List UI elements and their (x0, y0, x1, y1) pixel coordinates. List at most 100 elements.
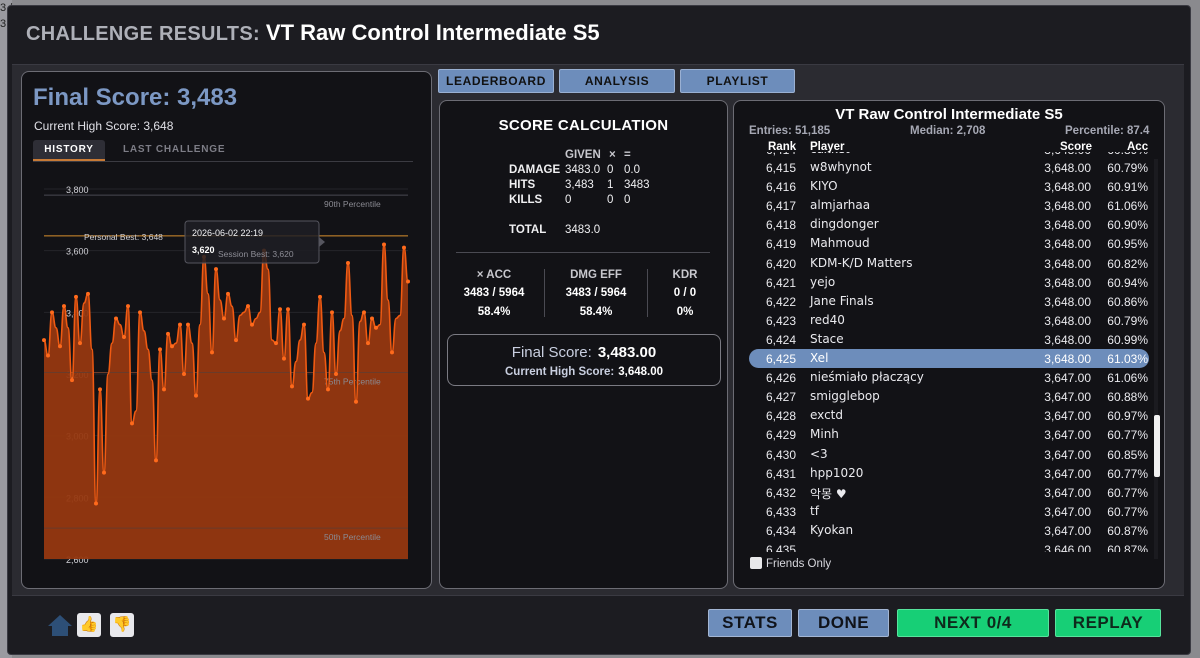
acc-ratio: 3483 / 5964 (463, 287, 525, 299)
player-cell: red40 (810, 312, 845, 327)
leaderboard-row[interactable]: 6,419 Mahmoud 3,648.00 60.95% (749, 234, 1149, 253)
chart-data-point (86, 291, 90, 296)
leaderboard-row[interactable]: 6,434 Kyokan 3,647.00 60.87% (749, 521, 1149, 540)
damage-result: 0.0 (624, 164, 640, 176)
leaderboard-scrollbar[interactable] (1154, 159, 1158, 559)
acc-cell: 60.90% (1107, 218, 1148, 233)
results-body: Final Score: 3,483 Current High Score: 3… (12, 64, 1184, 596)
dmg-eff-ratio: 3483 / 5964 (565, 287, 627, 299)
home-icon[interactable] (46, 612, 74, 638)
score-cell: 3,647.00 (1044, 447, 1091, 462)
hits-mult: 1 (607, 179, 614, 191)
chart-data-point (78, 341, 82, 346)
score-cell: 3,648.00 (1044, 218, 1091, 233)
friends-only-checkbox[interactable] (750, 557, 762, 569)
tab-history[interactable]: HISTORY (33, 140, 105, 161)
done-button[interactable]: DONE (798, 609, 889, 637)
chart-data-point (226, 291, 230, 296)
leaderboard-scroll-thumb[interactable] (1154, 415, 1160, 477)
player-cell: KIYO (810, 179, 838, 194)
rank-cell: 6,425 (766, 352, 797, 366)
score-cell: 3,648.00 (1044, 332, 1091, 347)
chart-data-point (114, 316, 118, 321)
col-score: Score (1060, 141, 1092, 153)
rank-cell: 6,417 (766, 199, 797, 214)
total-label: TOTAL (509, 224, 547, 236)
leaderboard-row[interactable]: 6,420 KDM-K/D Matters 3,648.00 60.82% (749, 254, 1149, 273)
current-high-score: Current High Score: 3,648 (34, 119, 174, 133)
leaderboard-row[interactable]: 6,414 caxket 3,648.00 60.89% (749, 152, 1149, 159)
leaderboard-row[interactable]: 6,422 Jane Finals 3,648.00 60.86% (749, 292, 1149, 311)
kdr-pct: 0% (676, 306, 694, 318)
leaderboard-row[interactable]: 6,421 yejo 3,648.00 60.94% (749, 273, 1149, 292)
score-calc-title: SCORE CALCULATION (498, 117, 669, 134)
leaderboard-tab-button[interactable]: LEADERBOARD (438, 69, 554, 93)
score-cell: 3,648.00 (1044, 152, 1091, 157)
leaderboard-row[interactable]: 6,433 tf 3,647.00 60.77% (749, 502, 1149, 521)
calc-divider (456, 252, 710, 253)
hits-label: HITS (509, 179, 536, 191)
final-score-label: Final Score: (511, 344, 592, 361)
friends-only-toggle[interactable]: Friends Only (750, 557, 831, 570)
leaderboard-row[interactable]: 6,426 nieśmiało płaczący 3,647.00 61.06% (749, 368, 1149, 387)
analysis-tab-button[interactable]: ANALYSIS (559, 69, 675, 93)
thumbs-down-icon[interactable]: 👎 (110, 613, 134, 637)
leaderboard-row[interactable]: 6,416 KIYO 3,648.00 60.91% (749, 177, 1149, 196)
leaderboard-row[interactable]: 6,432 악몽 ♥ 3,647.00 60.77% (749, 483, 1149, 502)
leaderboard-rows[interactable]: 6,414 caxket 3,648.00 60.89% 6,415 w8whynot 3,… (749, 152, 1149, 552)
leaderboard-row[interactable]: 6,427 smigglebop 3,647.00 60.88% (749, 387, 1149, 406)
leaderboard-row[interactable]: 6,418 dingdonger 3,648.00 60.90% (749, 215, 1149, 234)
chart-data-point (402, 245, 406, 250)
playlist-tab-button[interactable]: PLAYLIST (680, 69, 795, 93)
rank-cell: 6,426 (766, 371, 797, 386)
replay-button[interactable]: REPLAY (1055, 609, 1161, 637)
leaderboard-row[interactable]: 6,424 Stace 3,648.00 60.99% (749, 330, 1149, 349)
leaderboard-row[interactable]: 6,417 almjarhaa 3,648.00 61.06% (749, 196, 1149, 215)
total-value: 3483.0 (565, 224, 601, 236)
thumbs-up-icon[interactable]: 👍 (77, 613, 101, 637)
history-chart[interactable]: 3,8003,6003,4003,2003,0002,8002,60090th … (22, 167, 431, 577)
final-score-box: Final Score: 3,483.00 Current High Score:… (447, 334, 721, 386)
rank-cell: 6,430 (766, 447, 797, 462)
leaderboard-row[interactable]: 6,423 red40 3,648.00 60.79% (749, 311, 1149, 330)
leaderboard-row[interactable]: 6,415 w8whynot 3,648.00 60.79% (749, 158, 1149, 177)
acc-cell: 60.95% (1107, 237, 1148, 252)
player-cell: dingdonger (810, 217, 879, 232)
leaderboard-row[interactable]: 6,429 Minh 3,647.00 60.77% (749, 425, 1149, 444)
score-cell: 3,648.00 (1044, 161, 1091, 175)
acc-cell: 60.91% (1107, 180, 1148, 195)
score-cell: 3,647.00 (1044, 485, 1091, 500)
high-score-label: Current High Score: (504, 366, 615, 378)
player-cell: caxket (810, 152, 850, 156)
chart-data-point (122, 335, 126, 339)
reference-line-label: Personal Best: 3,648 (84, 232, 163, 242)
tooltip-score: 3,620 (192, 245, 215, 255)
chart-data-point (130, 421, 134, 426)
chart-data-point (286, 307, 290, 312)
rank-cell: 6,421 (766, 275, 797, 290)
leaderboard-row[interactable]: 6,430 <3 3,647.00 60.85% (749, 445, 1149, 464)
chart-data-point (346, 261, 350, 265)
next-button[interactable]: NEXT 0/4 (897, 609, 1049, 637)
leaderboard-row[interactable]: 6,428 exctd 3,647.00 60.97% (749, 406, 1149, 425)
player-cell: <3 (810, 446, 828, 461)
stats-button[interactable]: STATS (708, 609, 792, 637)
leaderboard-row[interactable]: 6,435 3,646.00 60.87% (749, 540, 1149, 552)
leaderboard-row[interactable]: 6,431 hpp1020 3,647.00 60.77% (749, 464, 1149, 483)
player-cell: Jane Finals (810, 293, 874, 308)
leaderboard-row-current-player[interactable]: 6,425 Xel 3,648.00 61.03% (749, 349, 1149, 368)
acc-pct: 58.4% (477, 306, 511, 318)
player-cell: 악몽 ♥ (810, 486, 847, 501)
tab-last-challenge[interactable]: LAST CHALLENGE (123, 144, 226, 155)
rank-cell: 6,414 (766, 152, 796, 157)
entries-count: Entries: 51,185 (749, 125, 831, 137)
challenge-name: VT Raw Control Intermediate S5 (265, 20, 600, 45)
score-cell: 3,647.00 (1044, 390, 1091, 405)
dmg-eff-pct: 58.4% (579, 306, 613, 318)
chart-series-line (43, 243, 409, 505)
chart-data-point (234, 338, 238, 343)
dmg-eff-header: DMG EFF (570, 269, 622, 281)
player-cell: smigglebop (810, 389, 880, 404)
chart-data-point (138, 310, 142, 315)
chart-data-point (274, 341, 278, 346)
